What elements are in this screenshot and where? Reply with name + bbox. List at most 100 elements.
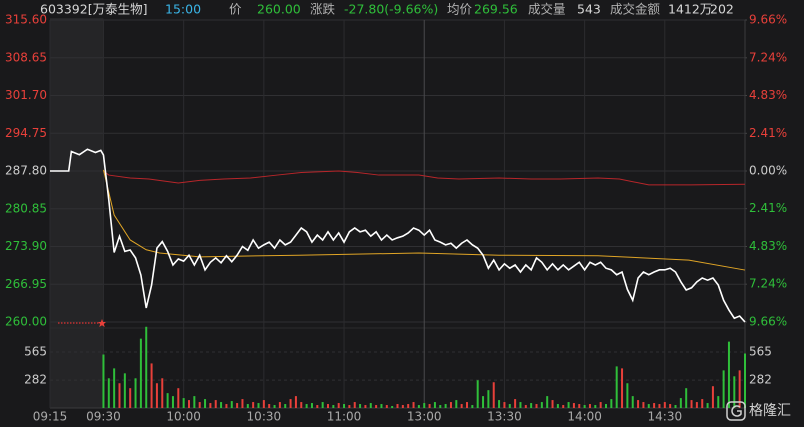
x-tick-label: 13:00 [407, 410, 442, 424]
volume-bar [551, 400, 554, 408]
y-tick-label: 315.60 [5, 13, 47, 27]
y-tick-label: 294.75 [5, 126, 47, 140]
y-tick-label: 273.90 [5, 239, 47, 253]
x-tick-label: 10:30 [247, 410, 282, 424]
volume-bar [540, 402, 543, 408]
time: 15:00 [165, 2, 201, 17]
volume-bar [449, 402, 452, 408]
volume-bar [177, 388, 180, 408]
volume-bar [294, 396, 297, 408]
volume-bar [343, 404, 346, 408]
volume-bar [327, 404, 329, 408]
volume-bar [198, 402, 201, 408]
volume-bar [679, 398, 682, 408]
volume-bar [102, 354, 105, 408]
series-line [50, 148, 746, 323]
volume-tick-label: 282 [24, 373, 47, 387]
volume-bar [305, 404, 308, 408]
avg-label: 均价 [447, 2, 473, 17]
y-tick-label: 260.00 [5, 315, 47, 329]
volume-bar [412, 402, 415, 408]
y2-tick-label: 9.66% [749, 315, 787, 329]
change-label: 涨跌 [310, 2, 336, 17]
auction-shade [50, 18, 104, 408]
amount-label: 成交金额 [610, 2, 661, 17]
volume-bar [631, 396, 634, 408]
watermark-logo [726, 401, 746, 421]
volume-bar [621, 368, 624, 408]
volume-bar [508, 404, 511, 408]
volume-bar [626, 383, 629, 408]
volume-bar [134, 378, 137, 408]
volume-bar [615, 366, 618, 408]
volume-bar [364, 405, 367, 408]
volume-bar [166, 393, 169, 408]
volume-bar [562, 405, 565, 408]
volume-bar [658, 404, 661, 408]
volume-bar [685, 388, 688, 408]
volume-bar [610, 399, 613, 408]
volume-bar [642, 402, 645, 408]
volume-bar [252, 402, 255, 408]
volume-bar [519, 402, 522, 408]
x-tick-label: 10:00 [166, 410, 201, 424]
volume-bar [588, 404, 591, 408]
volume-bar [236, 403, 239, 408]
volume-bar [546, 396, 549, 408]
volume-bar [706, 403, 709, 408]
volume-bar [284, 404, 287, 408]
volume-bar [273, 405, 276, 408]
volume-bar [155, 383, 158, 408]
stock-code: 603392[万泰生物] [40, 2, 147, 17]
volume-bar [492, 382, 495, 408]
volume-bar [423, 403, 426, 408]
volume-bar [332, 405, 335, 408]
volume-bar [503, 402, 506, 408]
y-tick-label: 301.70 [5, 88, 47, 102]
volume-bar [583, 405, 586, 408]
price-label: 价 [229, 2, 242, 17]
volume-tick-label-right: 282 [749, 373, 772, 387]
volume-bar [188, 400, 190, 408]
y2-tick-label: 4.83% [749, 88, 787, 102]
volume-bar [556, 404, 559, 408]
volume-bar [514, 399, 517, 408]
volume-bar [123, 373, 126, 408]
x-tick-label: 14:30 [648, 410, 683, 424]
y-tick-label: 280.85 [5, 201, 47, 215]
x-tick-label: 09:15 [33, 410, 68, 424]
volume-tick-label: 565 [24, 345, 47, 359]
volume-bar [321, 402, 324, 408]
avg: 269.56 [474, 2, 518, 17]
volume-bar [391, 406, 394, 408]
volume-bar [129, 388, 132, 408]
volume-bar [401, 405, 404, 408]
volume-bar [407, 404, 410, 408]
volume-tick-label-right: 565 [749, 345, 772, 359]
volume-bar [262, 400, 265, 408]
volume-bar [278, 402, 281, 408]
y2-tick-label: 2.41% [749, 201, 787, 215]
volume-bar [482, 396, 485, 408]
series-line [103, 170, 746, 186]
volume-label: 成交量 [528, 2, 566, 17]
volume-bar [220, 402, 223, 408]
volume-bar [535, 404, 538, 408]
volume-bar [359, 404, 362, 408]
x-tick-label: 11:00 [327, 410, 362, 424]
volume-bar [289, 399, 292, 408]
volume-bar [396, 404, 399, 408]
volume-bar [310, 403, 313, 408]
volume-bar [107, 378, 110, 408]
y-tick-label: 308.65 [5, 50, 47, 64]
watermark: 格隆汇 [749, 403, 791, 419]
volume-bar [241, 399, 244, 408]
volume-bar [385, 405, 388, 408]
volume-bar [118, 383, 121, 408]
volume-bar [182, 398, 185, 408]
auction-star [98, 319, 106, 327]
x-tick-label: 14:00 [567, 410, 602, 424]
amount: 1412万 [668, 2, 712, 17]
